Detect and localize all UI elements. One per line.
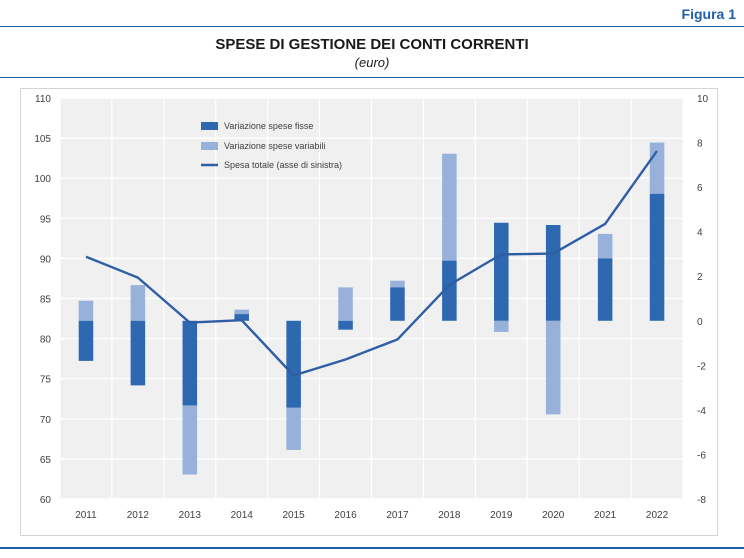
right-tick-label: 0 (697, 317, 703, 328)
bar-fixed-2016 (338, 320, 353, 330)
bar-fixed-2020 (545, 224, 561, 321)
bar-fixed-2011 (78, 320, 94, 361)
right-tick-label: -8 (697, 495, 706, 506)
x-tick-label: 2020 (542, 510, 565, 521)
x-tick-label: 2021 (594, 510, 617, 521)
left-tick-label: 80 (40, 335, 52, 346)
bar-variable-2013 (182, 405, 198, 475)
bar-fixed-2018 (442, 260, 457, 321)
bar-fixed-2019 (494, 222, 509, 321)
legend-label: Spesa totale (asse di sinistra) (224, 160, 342, 170)
legend-swatch-fixed (201, 122, 218, 130)
chart-svg: 60 65 70 75 80 85 90 95 100 105 110 -8 -6 -4 -2 0 2 4 6 8 1… (34, 94, 709, 521)
x-tick-label: 2022 (646, 510, 669, 521)
bar-variable-2020 (545, 320, 561, 415)
bar-variable-2011 (78, 300, 94, 321)
variable-bars (78, 142, 665, 475)
bar-fixed-2015 (286, 320, 301, 408)
bar-fixed-2021 (597, 258, 613, 321)
left-tick-label: 95 (40, 214, 52, 225)
gridlines (59, 97, 684, 500)
legend: Variazione spese fisse Variazione spese v… (201, 121, 342, 170)
right-tick-label: -4 (697, 406, 706, 417)
x-tick-label: 2014 (231, 510, 254, 521)
chart-frame: 60 65 70 75 80 85 90 95 100 105 110 -8 -6 -4 -2 0 2 4 6 8 1… (20, 88, 718, 536)
legend-swatch-variable (201, 142, 218, 150)
bar-variable-2021 (597, 233, 613, 259)
x-tick-label: 2013 (179, 510, 202, 521)
left-tick-label: 75 (40, 375, 52, 386)
bar-variable-2012 (130, 285, 146, 321)
left-tick-label: 110 (35, 94, 51, 105)
bar-fixed-2012 (130, 320, 146, 386)
bar-variable-2019 (494, 320, 509, 332)
left-tick-label: 90 (40, 254, 52, 265)
left-tick-label: 105 (34, 134, 51, 145)
bar-fixed-2017 (390, 287, 405, 321)
right-tick-label: 6 (697, 183, 703, 194)
x-axis-ticks: 2011 2012 2013 2014 2015 2016 2017 2018 2019 2020… (75, 510, 668, 521)
bar-fixed-2022 (649, 193, 665, 321)
left-tick-label: 85 (40, 295, 52, 306)
bar-variable-2014 (234, 309, 249, 315)
header-divider (0, 77, 744, 78)
chart-subtitle: (euro) (354, 55, 390, 70)
bar-fixed-2013 (182, 320, 198, 406)
left-axis-ticks: 60 65 70 75 80 85 90 95 100 105 110 (34, 94, 51, 506)
left-tick-label: 70 (40, 415, 52, 426)
right-tick-label: 10 (697, 94, 709, 105)
x-tick-label: 2018 (438, 510, 461, 521)
legend-label: Variazione spese variabili (224, 141, 325, 151)
bar-variable-2015 (286, 407, 301, 450)
right-tick-label: -6 (697, 450, 706, 461)
bar-variable-2022 (649, 142, 665, 194)
x-tick-label: 2011 (75, 510, 97, 521)
left-tick-label: 65 (40, 455, 52, 466)
left-tick-label: 60 (40, 495, 52, 506)
x-tick-label: 2015 (283, 510, 306, 521)
bar-variable-2017 (390, 280, 405, 288)
x-tick-label: 2019 (490, 510, 513, 521)
bar-fixed-2014 (234, 314, 249, 321)
right-tick-label: -2 (697, 361, 706, 372)
fixed-bars (78, 193, 665, 408)
left-tick-label: 100 (34, 174, 51, 185)
right-tick-label: 8 (697, 139, 703, 150)
right-tick-label: 4 (697, 228, 703, 239)
bar-variable-2016 (338, 287, 353, 321)
legend-label: Variazione spese fisse (224, 121, 313, 131)
chart-title: SPESE DI GESTIONE DEI CONTI CORRENTI (215, 36, 529, 53)
x-tick-label: 2017 (386, 510, 409, 521)
bottom-divider (0, 547, 744, 549)
bar-variable-2018 (442, 153, 457, 261)
top-divider (0, 26, 744, 27)
x-tick-label: 2012 (127, 510, 150, 521)
figure-label: Figura 1 (681, 6, 736, 22)
right-tick-label: 2 (697, 272, 703, 283)
total-line (85, 150, 658, 377)
x-tick-label: 2016 (334, 510, 357, 521)
total-line-path (85, 150, 658, 377)
right-axis-ticks: -8 -6 -4 -2 0 2 4 6 8 10 (697, 94, 709, 506)
